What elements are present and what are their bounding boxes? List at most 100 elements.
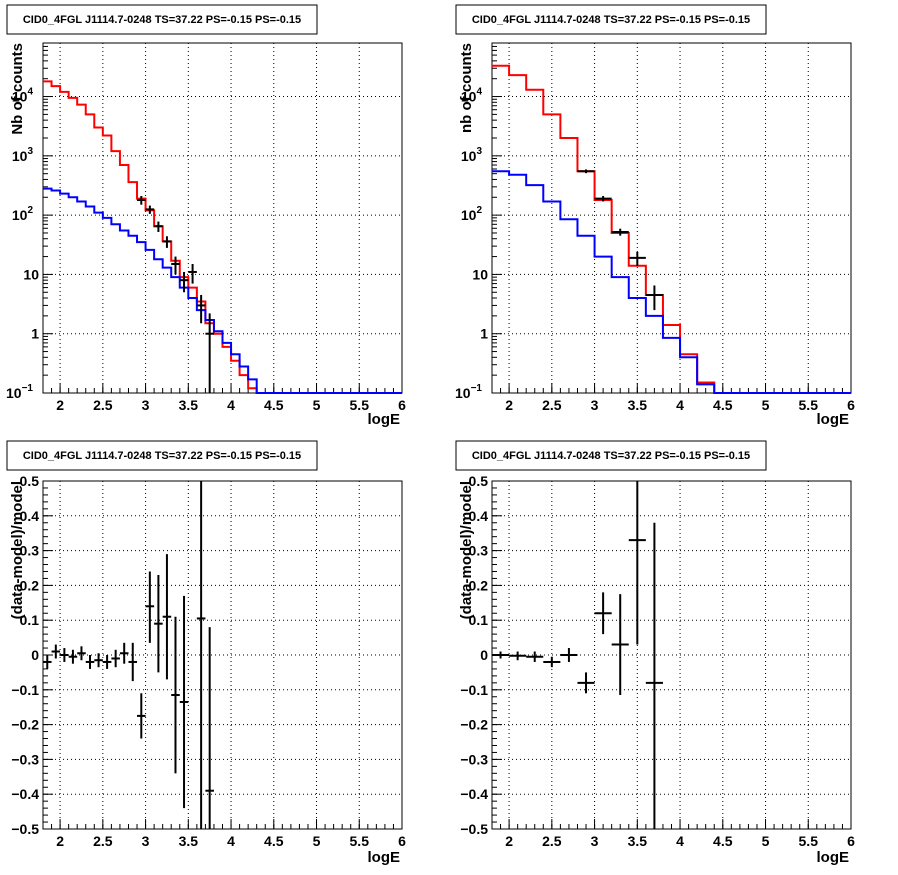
- data-point: [492, 651, 510, 659]
- residual-panel-left: CID0_4FGL J1114.7-0248 TS=37.22 PS=-0.15…: [6, 440, 406, 866]
- data-point: [43, 655, 52, 669]
- x-tick-label: 4: [676, 833, 684, 849]
- counts-panel-right: CID0_4FGL J1114.7-0248 TS=37.22 PS=-0.15…: [455, 4, 855, 428]
- panel-title-box: [6, 440, 318, 471]
- x-tick-label: 5: [762, 833, 770, 849]
- x-tick-label: 6: [398, 397, 406, 413]
- total-model-line: [492, 64, 851, 394]
- x-tick-label: 2.5: [93, 833, 113, 849]
- panel-title: CID0_4FGL J1114.7-0248 TS=37.22 PS=-0.15…: [472, 14, 750, 26]
- y-tick-label: −0.3: [460, 751, 488, 767]
- x-tick-label: 4: [227, 397, 235, 413]
- data-point: [560, 648, 578, 662]
- x-tick-labels: 2 2.5 3 3.5 4 4.5 5 5.5 6: [56, 833, 406, 849]
- plot-frame: [491, 42, 852, 394]
- data-point: [594, 592, 612, 635]
- y-tick-label: 10: [23, 266, 39, 282]
- y-tick-label: 10: [472, 266, 488, 282]
- counts-panel-left: CID0_4FGL J1114.7-0248 TS=37.22 PS=-0.15…: [6, 4, 406, 428]
- data-point: [577, 169, 595, 174]
- y-tick-exponent: 2: [27, 205, 33, 216]
- data-point: [645, 522, 663, 829]
- panel-title: CID0_4FGL J1114.7-0248 TS=37.22 PS=-0.15…: [472, 450, 750, 462]
- y-tick-exponent: 2: [476, 205, 482, 216]
- total-model-line: [43, 80, 402, 394]
- y-tick-label: −0.5: [460, 821, 488, 837]
- y-tick-label: −0.5: [11, 821, 39, 837]
- data-point: [162, 554, 172, 680]
- data-point: [94, 653, 103, 668]
- x-tick-label: 3.5: [628, 397, 648, 413]
- y-tick-label: 0: [31, 647, 39, 663]
- data-point: [111, 649, 120, 668]
- model-histograms: [43, 80, 402, 394]
- x-tick-label: 3: [142, 833, 150, 849]
- data-point: [162, 236, 172, 248]
- x-tick-label: 5.5: [799, 833, 819, 849]
- x-tick-label: 4.5: [713, 833, 733, 849]
- data-point: [628, 481, 646, 645]
- data-point: [102, 655, 112, 669]
- y-tick-label: −0.2: [11, 717, 39, 733]
- data-point: [85, 655, 95, 669]
- y-tick-exponent: 3: [476, 146, 482, 157]
- y-tick-label: 0: [480, 647, 488, 663]
- grid: [492, 480, 852, 830]
- y-tick-exponent: 4: [476, 87, 482, 98]
- data-point: [171, 616, 180, 774]
- y-tick-label: 0.4: [20, 508, 40, 524]
- y-tick-label: 103: [12, 146, 34, 164]
- y-tick-label: 10−1: [455, 383, 482, 401]
- data-point: [128, 642, 138, 682]
- y-axis-label: (data-model)/model: [9, 481, 26, 619]
- x-tick-label: 2: [56, 397, 64, 413]
- data-point: [179, 271, 189, 293]
- x-tick-label: 2: [505, 397, 513, 413]
- grid: [43, 480, 403, 830]
- data-point: [205, 313, 214, 393]
- data-point: [137, 196, 146, 205]
- x-tick-label: 5: [313, 397, 321, 413]
- x-tick-labels: 2 2.5 3 3.5 4 4.5 5 5.5 6: [56, 397, 406, 413]
- data-point: [577, 672, 595, 694]
- y-axis-label: nb of counts: [458, 43, 475, 133]
- data-point: [154, 221, 163, 232]
- panel-title: CID0_4FGL J1114.7-0248 TS=37.22 PS=-0.15…: [23, 14, 301, 26]
- y-tick-label: 0.3: [20, 543, 40, 559]
- y-tick-label: −0.4: [11, 786, 39, 802]
- y-tick-label: 0.5: [469, 473, 489, 489]
- data-point: [594, 196, 612, 202]
- x-tick-labels: 2 2.5 3 3.5 4 4.5 5 5.5 6: [505, 397, 855, 413]
- y-axis-label: (data-model)/model: [458, 481, 475, 619]
- x-tick-label: 2.5: [542, 397, 562, 413]
- data-points: [492, 481, 663, 829]
- y-tick-label: −0.3: [11, 751, 39, 767]
- data-point: [119, 642, 129, 664]
- x-axis-label: logE: [368, 411, 401, 428]
- y-tick-label: 0.4: [469, 508, 489, 524]
- data-point: [543, 656, 561, 668]
- x-tick-label: 4: [227, 833, 235, 849]
- x-tick-label: 2.5: [93, 397, 113, 413]
- x-tick-label: 3.5: [179, 397, 199, 413]
- y-tick-label: 102: [461, 205, 483, 223]
- x-tick-label: 3.5: [628, 833, 648, 849]
- y-tick-label: 0.1: [469, 612, 489, 628]
- y-tick-label: 10−1: [6, 383, 33, 401]
- data-point: [205, 627, 214, 829]
- y-axis-label: Nb of counts: [9, 43, 26, 135]
- x-tick-label: 5.5: [799, 397, 819, 413]
- data-point: [645, 285, 663, 311]
- y-tick-label: 1: [480, 326, 488, 342]
- y-tick-label: −0.1: [460, 682, 488, 698]
- tick-marks: [42, 42, 403, 394]
- y-tick-exponent: 3: [27, 146, 33, 157]
- tick-marks: [42, 480, 403, 830]
- y-tick-label: 102: [12, 205, 34, 223]
- data-point: [509, 651, 527, 661]
- x-axis-label: logE: [368, 849, 401, 866]
- x-tick-label: 2: [56, 833, 64, 849]
- data-points: [43, 481, 214, 829]
- data-point: [188, 263, 197, 284]
- x-tick-label: 2.5: [542, 833, 562, 849]
